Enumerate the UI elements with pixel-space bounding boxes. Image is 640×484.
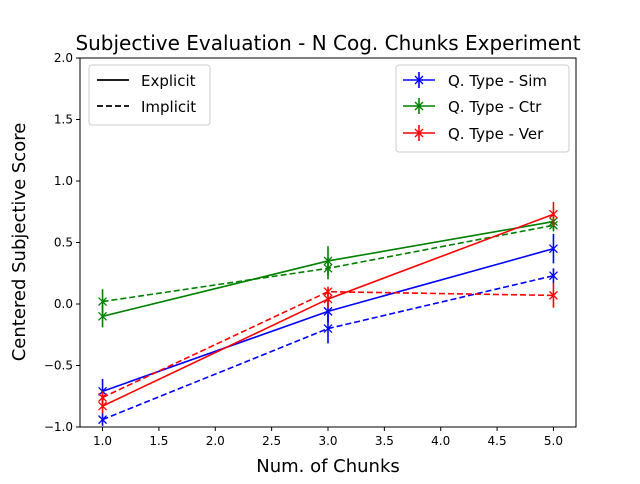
- data-point-sim-explicit: [548, 244, 558, 254]
- x-tick-label: 3.0: [318, 434, 337, 448]
- data-point-ver-implicit: [323, 287, 333, 297]
- data-point-ver-explicit: [323, 294, 333, 304]
- color-legend: Q. Type - Sim Q. Type - Ctr Q. Type - Ve…: [395, 64, 570, 153]
- data-point-ver-implicit: [548, 290, 558, 300]
- legend-marker: [414, 101, 424, 111]
- legend-sim-label: Q. Type - Sim: [448, 72, 547, 90]
- legend-marker: [414, 128, 424, 138]
- data-point-sim-implicit: [98, 415, 108, 425]
- y-tick-label: 1.0: [54, 174, 73, 188]
- series-sim-implicit: [98, 268, 558, 426]
- legend-ver-label: Q. Type - Ver: [448, 125, 544, 143]
- x-axis-label: Num. of Chunks: [256, 456, 400, 477]
- legend-sample-ver: [403, 125, 435, 141]
- style-legend: Explicit Implicit: [88, 64, 211, 126]
- data-point-sim-explicit: [323, 306, 333, 316]
- data-point-ver-explicit: [548, 209, 558, 219]
- legend-sample-sim: [403, 72, 435, 88]
- x-tick-label: 1.5: [149, 434, 168, 448]
- plot-frame: [79, 57, 577, 428]
- data-point-ctr-explicit: [98, 311, 108, 321]
- legend-implicit-label: Implicit: [141, 98, 196, 116]
- y-tick-label: 2.0: [54, 51, 73, 65]
- color-legend-box: [395, 64, 570, 153]
- x-tick-label: 4.0: [431, 434, 450, 448]
- x-tick-label: 4.5: [488, 434, 507, 448]
- ticks-layer: 1.0 1.5 2.0 2.5 3.0 3.5 4.0 4.5 5.0 −1.0 −0.5 0.0 0.…: [44, 51, 563, 448]
- data-point-ver-explicit: [98, 401, 108, 411]
- x-tick-label: 2.0: [206, 434, 225, 448]
- y-tick-label: 0.0: [54, 297, 73, 311]
- data-point-ver-implicit: [98, 393, 108, 402]
- legend-sample-ctr: [403, 98, 435, 114]
- legend-explicit-label: Explicit: [141, 72, 196, 90]
- chart-title: Subjective Evaluation - N Cog. Chunks Ex…: [75, 31, 580, 55]
- series-layer: [98, 201, 558, 426]
- x-tick-label: 5.0: [544, 434, 563, 448]
- data-point-ctr-implicit: [98, 297, 108, 306]
- y-tick-label: 0.5: [54, 236, 73, 250]
- y-tick-label: 1.5: [54, 113, 73, 127]
- data-point-sim-implicit: [548, 271, 558, 281]
- legend-ctr-label: Q. Type - Ctr: [448, 98, 542, 116]
- series-line-ver-implicit: [102, 290, 554, 399]
- series-ver-implicit: [98, 283, 558, 404]
- x-tick-label: 1.0: [93, 434, 112, 448]
- y-axis-label: Centered Subjective Score: [9, 123, 30, 362]
- color-legend-samples: [403, 72, 435, 141]
- data-point-sim-implicit: [323, 324, 333, 334]
- y-tick-label: −0.5: [44, 359, 73, 373]
- x-tick-label: 3.5: [375, 434, 394, 448]
- y-tick-label: −1.0: [44, 420, 73, 434]
- legend-marker: [414, 75, 424, 85]
- data-point-ctr-implicit: [323, 263, 333, 273]
- x-tick-label: 2.5: [262, 434, 281, 448]
